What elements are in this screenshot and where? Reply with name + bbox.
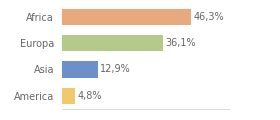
Text: 46,3%: 46,3% (193, 12, 224, 22)
Bar (62, 35, 163, 51)
Bar (62, 88, 75, 104)
Text: 36,1%: 36,1% (165, 38, 195, 48)
Bar (62, 9, 191, 25)
Bar (62, 61, 98, 78)
Text: 12,9%: 12,9% (100, 64, 131, 75)
Text: 4,8%: 4,8% (77, 91, 102, 101)
